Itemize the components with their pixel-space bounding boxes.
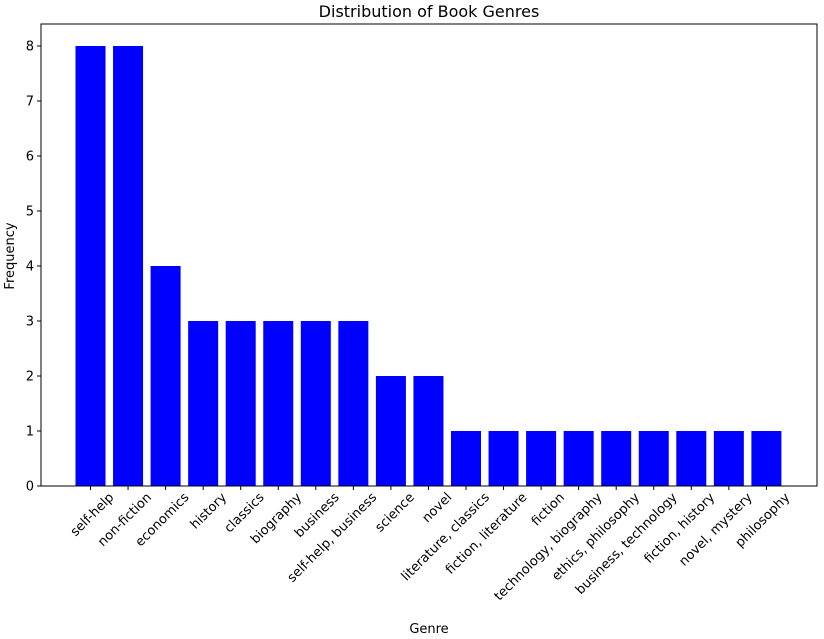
bar xyxy=(713,431,744,486)
bar xyxy=(300,321,331,486)
bar xyxy=(75,46,106,486)
bar xyxy=(451,431,481,486)
x-axis-label: Genre xyxy=(409,622,448,637)
x-axis: self-helpnon-fictioneconomicshistoryclas… xyxy=(68,486,793,604)
y-axis-label: Frequency xyxy=(3,222,18,289)
y-tick-label: 2 xyxy=(26,370,34,385)
y-tick-label: 4 xyxy=(26,260,34,275)
bar xyxy=(113,46,144,486)
y-tick-label: 3 xyxy=(26,315,34,330)
bar xyxy=(676,431,707,486)
y-tick-label: 0 xyxy=(26,480,34,495)
bar xyxy=(413,376,444,486)
bar xyxy=(338,321,369,486)
plot-frame xyxy=(40,23,818,487)
x-tick-label: science xyxy=(373,490,418,535)
bar xyxy=(563,431,594,486)
chart-title: Distribution of Book Genres xyxy=(319,2,540,21)
bar xyxy=(225,321,256,486)
bar xyxy=(375,376,406,486)
bar xyxy=(638,431,669,486)
bar xyxy=(601,431,632,486)
bar xyxy=(263,321,294,486)
y-tick-label: 7 xyxy=(26,95,34,110)
x-tick-label: novel xyxy=(420,490,456,526)
bar xyxy=(526,431,557,486)
y-axis: 0 1 2 3 4 5 6 7 8 xyxy=(26,40,41,495)
bar xyxy=(488,431,519,486)
y-tick-label: 8 xyxy=(26,40,34,55)
bar xyxy=(188,321,219,486)
bar xyxy=(150,266,181,486)
y-tick-label: 6 xyxy=(26,150,34,165)
bars-group xyxy=(75,46,782,486)
y-tick-label: 5 xyxy=(26,205,34,220)
bar xyxy=(751,431,782,486)
y-tick-label: 1 xyxy=(26,425,34,440)
